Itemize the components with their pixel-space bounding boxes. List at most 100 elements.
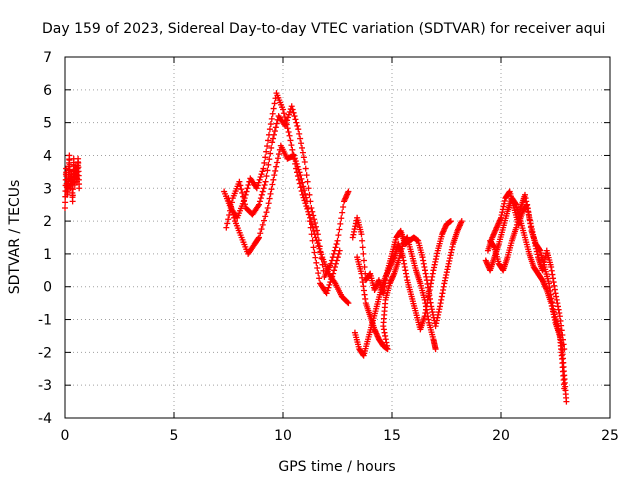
data-point — [312, 219, 319, 226]
data-point — [298, 140, 305, 147]
data-point — [307, 224, 314, 231]
series-track-i — [487, 191, 568, 353]
y-tick-label: -1 — [38, 313, 52, 329]
data-point — [336, 247, 343, 254]
data-point — [256, 234, 263, 241]
series-track-e — [354, 234, 439, 353]
data-point — [273, 120, 280, 127]
data-point — [260, 165, 267, 172]
data-point — [306, 218, 313, 225]
data-point — [62, 204, 68, 211]
data-point — [295, 126, 302, 133]
y-tick-label: 4 — [43, 148, 52, 164]
data-point — [269, 139, 276, 146]
data-point — [333, 241, 340, 248]
data-point — [272, 124, 279, 131]
data-point — [299, 149, 306, 156]
data-point — [315, 237, 322, 244]
data-point — [332, 244, 339, 251]
data-point — [284, 117, 291, 124]
data-point — [239, 189, 246, 196]
data-point — [332, 260, 339, 267]
data-point — [360, 250, 367, 257]
data-point — [335, 232, 342, 239]
data-point — [563, 398, 570, 405]
data-point — [325, 284, 332, 291]
data-point — [225, 195, 232, 202]
data-point — [313, 223, 320, 230]
data-point — [305, 211, 312, 218]
chart-grid — [65, 57, 610, 418]
data-point — [256, 176, 263, 183]
data-point — [458, 218, 465, 225]
data-point — [230, 211, 237, 218]
data-point — [271, 128, 278, 135]
data-point — [339, 209, 346, 216]
data-point — [261, 217, 268, 224]
data-point — [285, 129, 292, 136]
data-point — [275, 155, 282, 162]
data-point — [329, 273, 336, 280]
data-point — [293, 160, 300, 167]
data-point — [255, 179, 262, 186]
data-point — [294, 163, 301, 170]
data-point — [256, 201, 263, 208]
data-point — [262, 178, 269, 185]
data-point — [327, 279, 334, 286]
data-point — [308, 231, 315, 238]
data-point — [344, 299, 351, 306]
plot-frame — [64, 56, 611, 419]
data-point — [309, 237, 316, 244]
data-point — [288, 103, 295, 110]
data-point — [292, 116, 299, 123]
data-point — [240, 193, 247, 200]
data-point — [360, 257, 367, 264]
data-point — [259, 221, 266, 228]
data-point — [309, 208, 316, 215]
data-point — [280, 106, 286, 113]
data-point — [270, 135, 277, 142]
data-point — [284, 114, 291, 121]
data-point — [312, 234, 319, 241]
data-point — [261, 181, 268, 188]
y-tick-label: 3 — [43, 181, 52, 197]
data-point — [272, 167, 279, 174]
data-point — [314, 240, 321, 247]
data-point — [311, 216, 318, 223]
data-point — [331, 267, 338, 274]
data-point — [289, 106, 296, 113]
data-point — [319, 261, 326, 268]
data-point — [69, 186, 76, 193]
data-point — [270, 131, 277, 138]
data-point — [303, 198, 310, 205]
data-point — [237, 182, 244, 189]
data-point — [345, 188, 352, 195]
series-segment-1 — [62, 152, 83, 211]
x-tick-label: 15 — [383, 428, 401, 444]
data-point — [274, 159, 281, 166]
data-point — [328, 276, 335, 283]
data-point — [334, 254, 341, 261]
y-tick-label: 5 — [43, 116, 52, 132]
data-point — [265, 161, 272, 168]
data-point — [259, 188, 266, 195]
data-point — [257, 195, 264, 202]
data-point — [316, 275, 323, 282]
data-point — [245, 181, 252, 188]
x-tick-label: 20 — [492, 428, 510, 444]
data-point — [258, 171, 265, 178]
data-point — [302, 190, 309, 197]
y-tick-label: -3 — [38, 378, 52, 394]
data-point — [305, 185, 312, 192]
data-point — [314, 231, 321, 238]
data-point — [280, 110, 287, 117]
data-point — [224, 220, 231, 227]
data-point — [318, 255, 325, 262]
data-point — [270, 176, 277, 183]
data-point — [306, 191, 313, 198]
data-point — [334, 237, 341, 244]
data-point — [293, 119, 300, 126]
y-tick-label: 2 — [43, 214, 52, 230]
data-point — [314, 264, 321, 271]
